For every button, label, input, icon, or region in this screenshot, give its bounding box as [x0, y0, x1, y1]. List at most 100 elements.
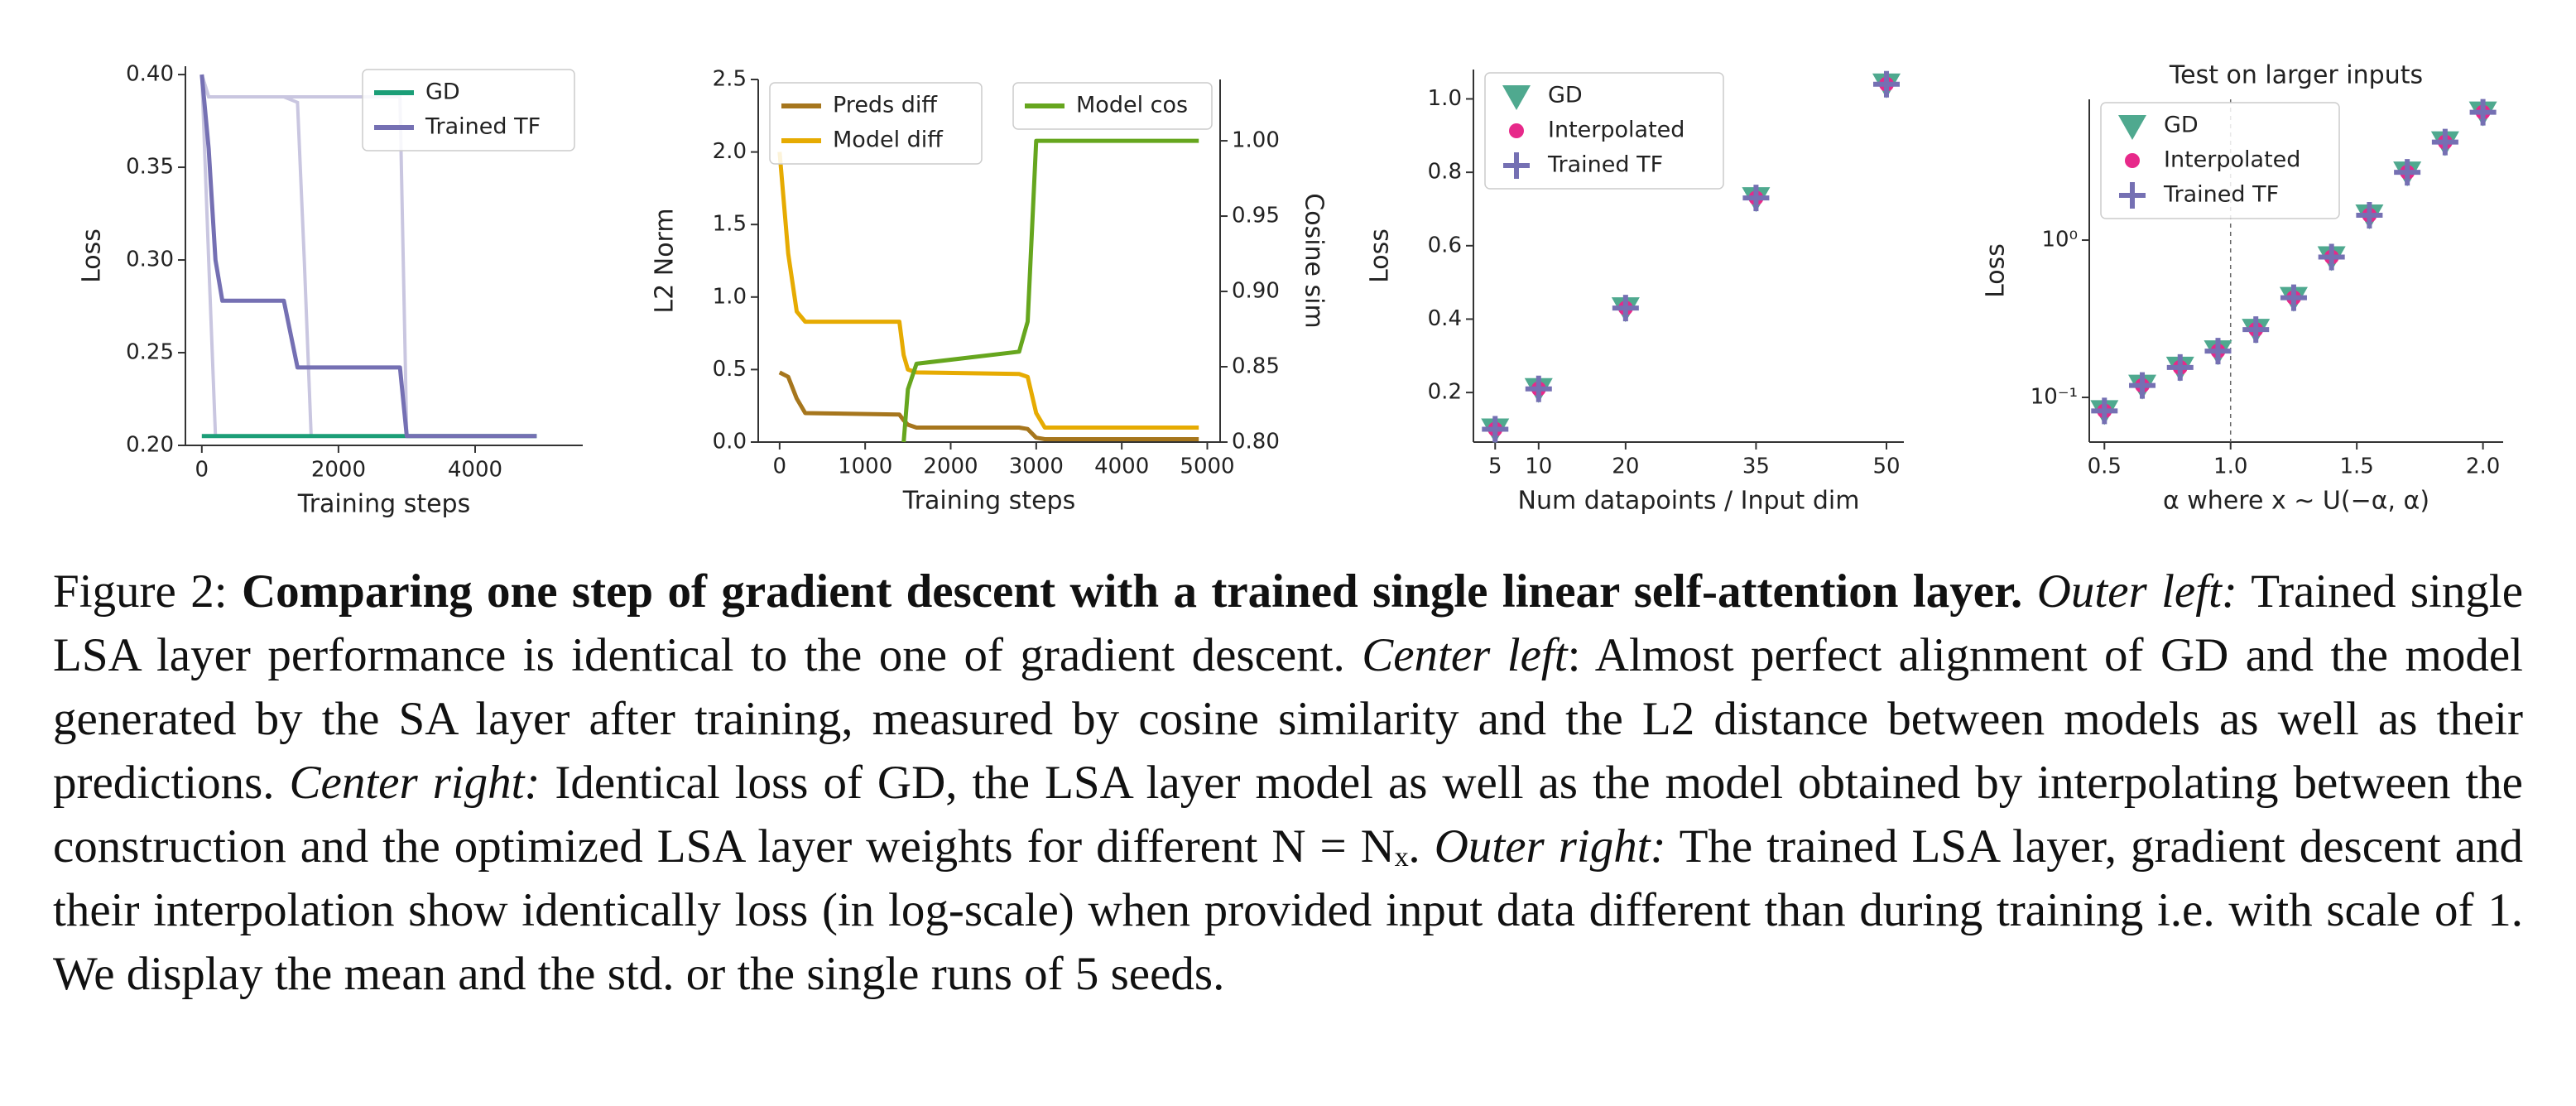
legend-label: Model diff	[833, 127, 944, 153]
y-axis-label: Loss	[1366, 228, 1395, 283]
marker-plus	[1742, 185, 1770, 212]
y-axis-label: L2 Norm	[651, 208, 680, 313]
y2-axis-label: Cosine sim	[1300, 193, 1329, 328]
marker-plus	[1872, 70, 1900, 98]
y2-tick-label: 0.95	[1232, 204, 1280, 228]
x-tick-label: 0	[773, 454, 787, 479]
y-tick-label: 0.4	[1428, 306, 1462, 331]
y-tick-label: 0.20	[126, 433, 174, 458]
legend-swatch	[1503, 152, 1530, 179]
x-tick-label: 5000	[1180, 454, 1234, 479]
y-tick-label: 0.8	[1428, 160, 1462, 185]
legend-box	[1012, 82, 1213, 130]
x-tick-label: 2.0	[2466, 454, 2500, 479]
marker-plus	[2469, 99, 2497, 126]
caption-title: Comparing one step of gradient descent w…	[241, 565, 2023, 618]
x-axis-label: Training steps	[902, 487, 1075, 516]
x-tick-label: 50	[1872, 454, 1900, 479]
legend-box	[2100, 102, 2340, 219]
legend-label: GD	[425, 79, 460, 105]
y2-tick-label: 0.90	[1232, 279, 1280, 304]
legend-swatch	[2125, 153, 2140, 168]
legend-label: Interpolated	[1548, 118, 1684, 143]
legend-swatch	[2118, 115, 2146, 140]
y2-tick-label: 0.85	[1232, 354, 1280, 379]
marker-plus	[2318, 243, 2345, 271]
series-line	[199, 74, 537, 439]
legend-label: Model cos	[1076, 93, 1188, 118]
x-tick-label: 4000	[1094, 454, 1149, 479]
legend-label: Trained TF	[2163, 182, 2279, 208]
legend-label: GD	[2164, 113, 2199, 138]
y-axis-label: Loss	[1982, 243, 2011, 298]
marker-plus	[1612, 295, 1639, 322]
y-tick-label: 0.40	[126, 62, 174, 87]
legend-box	[362, 69, 575, 151]
caption-text: : Almost perfect alignment of GD and the…	[53, 629, 2523, 809]
legend-label: GD	[1548, 83, 1583, 108]
y-tick-label: 0.30	[126, 248, 174, 272]
x-tick-label: 2000	[923, 454, 978, 479]
y2-tick-label: 1.00	[1232, 128, 1280, 153]
x-tick-label: 1.5	[2339, 454, 2373, 479]
caption: Figure 2: Comparing one step of gradient…	[53, 560, 2523, 1006]
marker-plus	[2431, 128, 2458, 156]
legend-label: Trained TF	[425, 114, 541, 140]
x-tick-label: 20	[1612, 454, 1639, 479]
y-tick-label: 0.2	[1428, 380, 1462, 405]
x-axis-label: Training steps	[297, 490, 470, 519]
y-tick-label: 0.5	[713, 357, 747, 382]
legend-box	[1484, 72, 1724, 190]
y-tick-label: 0.35	[126, 155, 174, 180]
caption-text: Identical loss of GD, the LSA layer mode…	[53, 757, 2523, 873]
y-tick-label: 10⁻¹	[2031, 385, 2078, 410]
x-axis-label: α where x ∼ U(−α, α)	[2163, 487, 2429, 516]
x-tick-label: 10	[1525, 454, 1552, 479]
legend-label: Trained TF	[1547, 152, 1663, 178]
x-axis-label: Num datapoints / Input dim	[1518, 487, 1860, 516]
series-line	[777, 151, 1199, 430]
legend-label: Preds diff	[833, 93, 938, 118]
x-tick-label: 0.5	[2088, 454, 2122, 479]
legend-box	[769, 82, 983, 165]
caption-heading: Outer left:	[2036, 565, 2237, 618]
marker-plus	[2091, 397, 2118, 425]
x-tick-label: 3000	[1009, 454, 1064, 479]
caption-heading: Outer right:	[1434, 820, 1666, 873]
marker-plus	[2204, 338, 2232, 365]
marker-plus	[2242, 316, 2270, 344]
caption-text: Trained single LSA layer performance is …	[53, 565, 2524, 681]
chart-title: Test on larger inputs	[2169, 61, 2423, 90]
y-tick-label: 1.0	[713, 284, 747, 309]
marker-plus	[2166, 353, 2194, 381]
x-tick-label: 4000	[448, 458, 502, 483]
caption-label: Figure 2:	[53, 565, 228, 618]
caption-text: The trained LSA layer, gradient descent …	[53, 820, 2524, 1000]
series-line	[778, 370, 1199, 441]
x-tick-label: 0	[195, 458, 209, 483]
x-tick-label: 1.0	[2213, 454, 2247, 479]
legend-swatch	[1509, 123, 1524, 138]
x-tick-label: 1000	[838, 454, 892, 479]
caption-heading: Center left	[1362, 629, 1568, 681]
y-tick-label: 1.0	[1428, 86, 1462, 111]
marker-plus	[1482, 416, 1509, 443]
x-tick-label: 35	[1742, 454, 1770, 479]
y-tick-label: 1.5	[713, 212, 747, 237]
marker-plus	[2394, 159, 2421, 186]
y-tick-label: 0.25	[126, 340, 174, 365]
series-line	[901, 138, 1199, 443]
y2-tick-label: 0.80	[1232, 430, 1280, 454]
y-tick-label: 2.5	[713, 67, 747, 92]
x-tick-label: 2000	[311, 458, 366, 483]
y-tick-label: 10⁰	[2041, 228, 2078, 252]
legend-label: Interpolated	[2164, 147, 2300, 173]
marker-plus	[2280, 284, 2307, 311]
y-tick-label: 0.0	[713, 430, 747, 454]
marker-plus	[2129, 372, 2156, 399]
y-tick-label: 2.0	[713, 139, 747, 164]
marker-plus	[1525, 375, 1552, 402]
marker-plus	[2356, 201, 2383, 228]
